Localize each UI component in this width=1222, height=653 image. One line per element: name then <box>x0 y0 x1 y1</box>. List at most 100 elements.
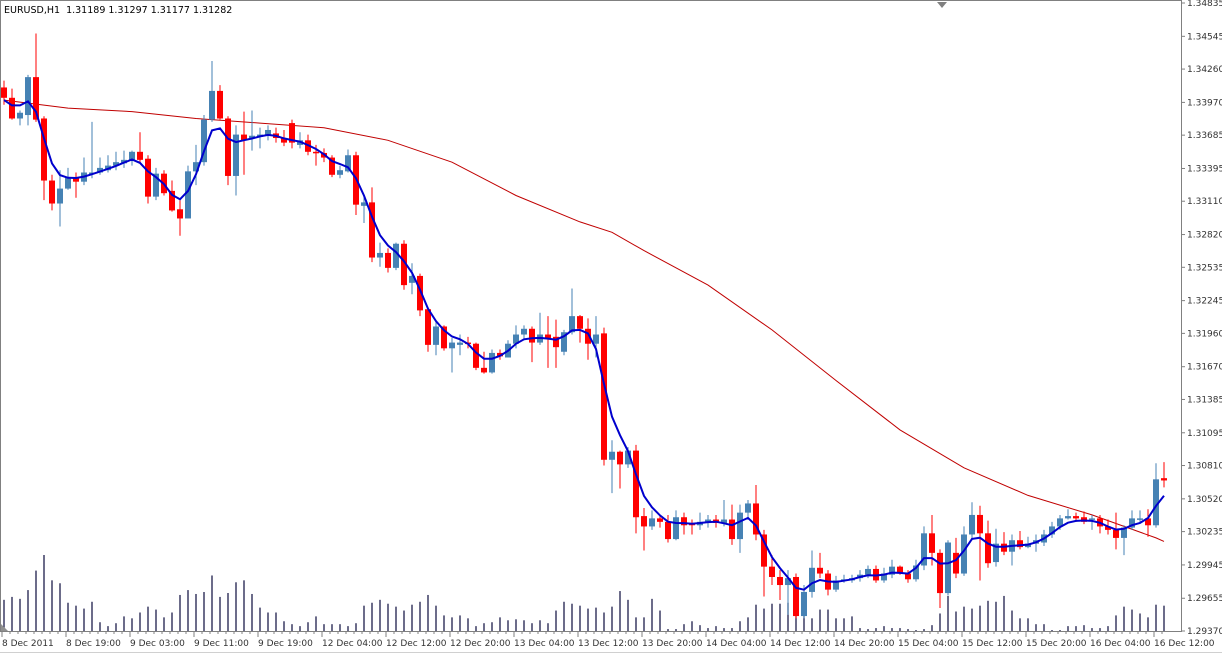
candle-body <box>1145 518 1151 526</box>
price-tick-label: 1.33110 <box>1187 197 1222 207</box>
candle-body <box>57 188 63 204</box>
candle-body <box>1121 527 1127 538</box>
bullish-candle <box>1129 510 1135 530</box>
candle-body <box>1049 526 1055 535</box>
bearish-candle <box>817 552 823 579</box>
candle-body <box>977 514 983 534</box>
bullish-candle <box>1049 521 1055 538</box>
bullish-candle <box>201 115 207 166</box>
time-tick-label: 9 Dec 19:00 <box>258 639 313 649</box>
candle-body <box>337 170 343 175</box>
price-tick-label: 1.29945 <box>1187 561 1222 571</box>
candle-body <box>1105 526 1111 530</box>
time-tick-label: 15 Dec 04:00 <box>898 639 959 649</box>
candle-body <box>649 518 655 527</box>
candle-body <box>953 552 959 574</box>
bullish-candle <box>1065 509 1071 520</box>
candle-body <box>49 180 55 204</box>
candle-body <box>673 517 679 540</box>
bullish-candle <box>113 151 119 171</box>
candle-body <box>193 162 199 172</box>
candle-body <box>553 336 559 348</box>
candle-body <box>289 123 295 143</box>
bearish-candle <box>753 485 759 541</box>
bullish-candle <box>209 61 215 122</box>
candle-body <box>1017 540 1023 548</box>
price-tick-label: 1.30235 <box>1187 528 1222 538</box>
candle-body <box>73 177 79 182</box>
bullish-candle <box>1089 514 1095 530</box>
candle-body <box>345 155 351 172</box>
bullish-candle <box>737 504 743 553</box>
bullish-candle <box>193 144 199 186</box>
candle-body <box>833 580 839 590</box>
candle-body <box>409 275 415 283</box>
bullish-candle <box>489 349 495 374</box>
bearish-candle <box>585 318 591 360</box>
bearish-candle <box>665 514 671 543</box>
candle-body <box>1137 518 1143 520</box>
bearish-candle <box>905 570 911 583</box>
candle-body <box>281 138 287 143</box>
bearish-candle <box>41 116 47 201</box>
chart-frame <box>0 0 1182 632</box>
bullish-candle <box>409 263 415 295</box>
chart-shift-marker-icon[interactable] <box>937 2 947 8</box>
chart-header: EURUSD,H1 1.31189 1.31297 1.31177 1.31282 <box>4 5 232 16</box>
candle-body <box>529 328 535 343</box>
bearish-candle <box>425 306 431 352</box>
bearish-candle <box>1113 512 1119 550</box>
candle-body <box>641 516 647 527</box>
price-tick-label: 1.30520 <box>1187 495 1222 505</box>
price-axis[interactable]: 1.34835 1.34545 1.34260 1.33970 1.33685 1.333… <box>1181 0 1222 637</box>
bearish-candle <box>929 514 935 566</box>
candle-body <box>969 514 975 535</box>
fast-moving-average-line <box>3 99 1165 591</box>
bullish-candle <box>969 502 975 541</box>
candle-body <box>577 316 583 329</box>
candle-body <box>1 87 7 98</box>
bullish-candle <box>17 110 23 126</box>
candle-body <box>601 333 607 460</box>
bearish-candle <box>169 180 175 212</box>
candle-body <box>937 552 943 594</box>
candle-body <box>1057 518 1063 527</box>
bullish-candle <box>57 170 63 227</box>
bearish-candle <box>481 351 487 374</box>
time-axis[interactable]: 8 Dec 2011 8 Dec 19:00 9 Dec 03:00 9 Dec 11… <box>1 631 1215 649</box>
time-tick-label: 12 Dec 12:00 <box>386 639 447 649</box>
candle-body <box>761 534 767 567</box>
candle-body <box>513 334 519 344</box>
candle-body <box>1161 478 1167 481</box>
bullish-candle <box>609 440 615 494</box>
candle-body <box>1129 518 1135 528</box>
price-tick-label: 1.31960 <box>1187 329 1222 339</box>
bearish-candle <box>529 326 535 363</box>
candle-body <box>921 533 927 566</box>
price-tick-label: 1.33395 <box>1187 164 1222 174</box>
candle-body <box>329 157 335 175</box>
bullish-candle <box>457 334 463 356</box>
symbol-timeframe: EURUSD,H1 <box>4 5 60 16</box>
candle-body <box>737 512 743 540</box>
candle-body <box>481 367 487 373</box>
candle-body <box>177 209 183 219</box>
price-tick-label: 1.32535 <box>1187 263 1222 273</box>
candle-body <box>169 190 175 211</box>
bullish-candle <box>889 559 895 579</box>
bearish-candle <box>385 248 391 273</box>
candle-body <box>385 252 391 268</box>
price-tick-label: 1.33970 <box>1187 98 1222 108</box>
bullish-candle <box>249 110 255 151</box>
bearish-candle <box>977 505 983 581</box>
bearish-candle <box>401 240 407 290</box>
candle-body <box>265 129 271 135</box>
candle-body <box>65 177 71 189</box>
bearish-candle <box>329 155 335 178</box>
candle-body <box>1073 516 1079 519</box>
candle-body <box>225 118 231 176</box>
bearish-candle <box>1145 509 1151 537</box>
price-tick-label: 1.29655 <box>1187 594 1222 604</box>
price-tick-label: 1.31095 <box>1187 429 1222 439</box>
